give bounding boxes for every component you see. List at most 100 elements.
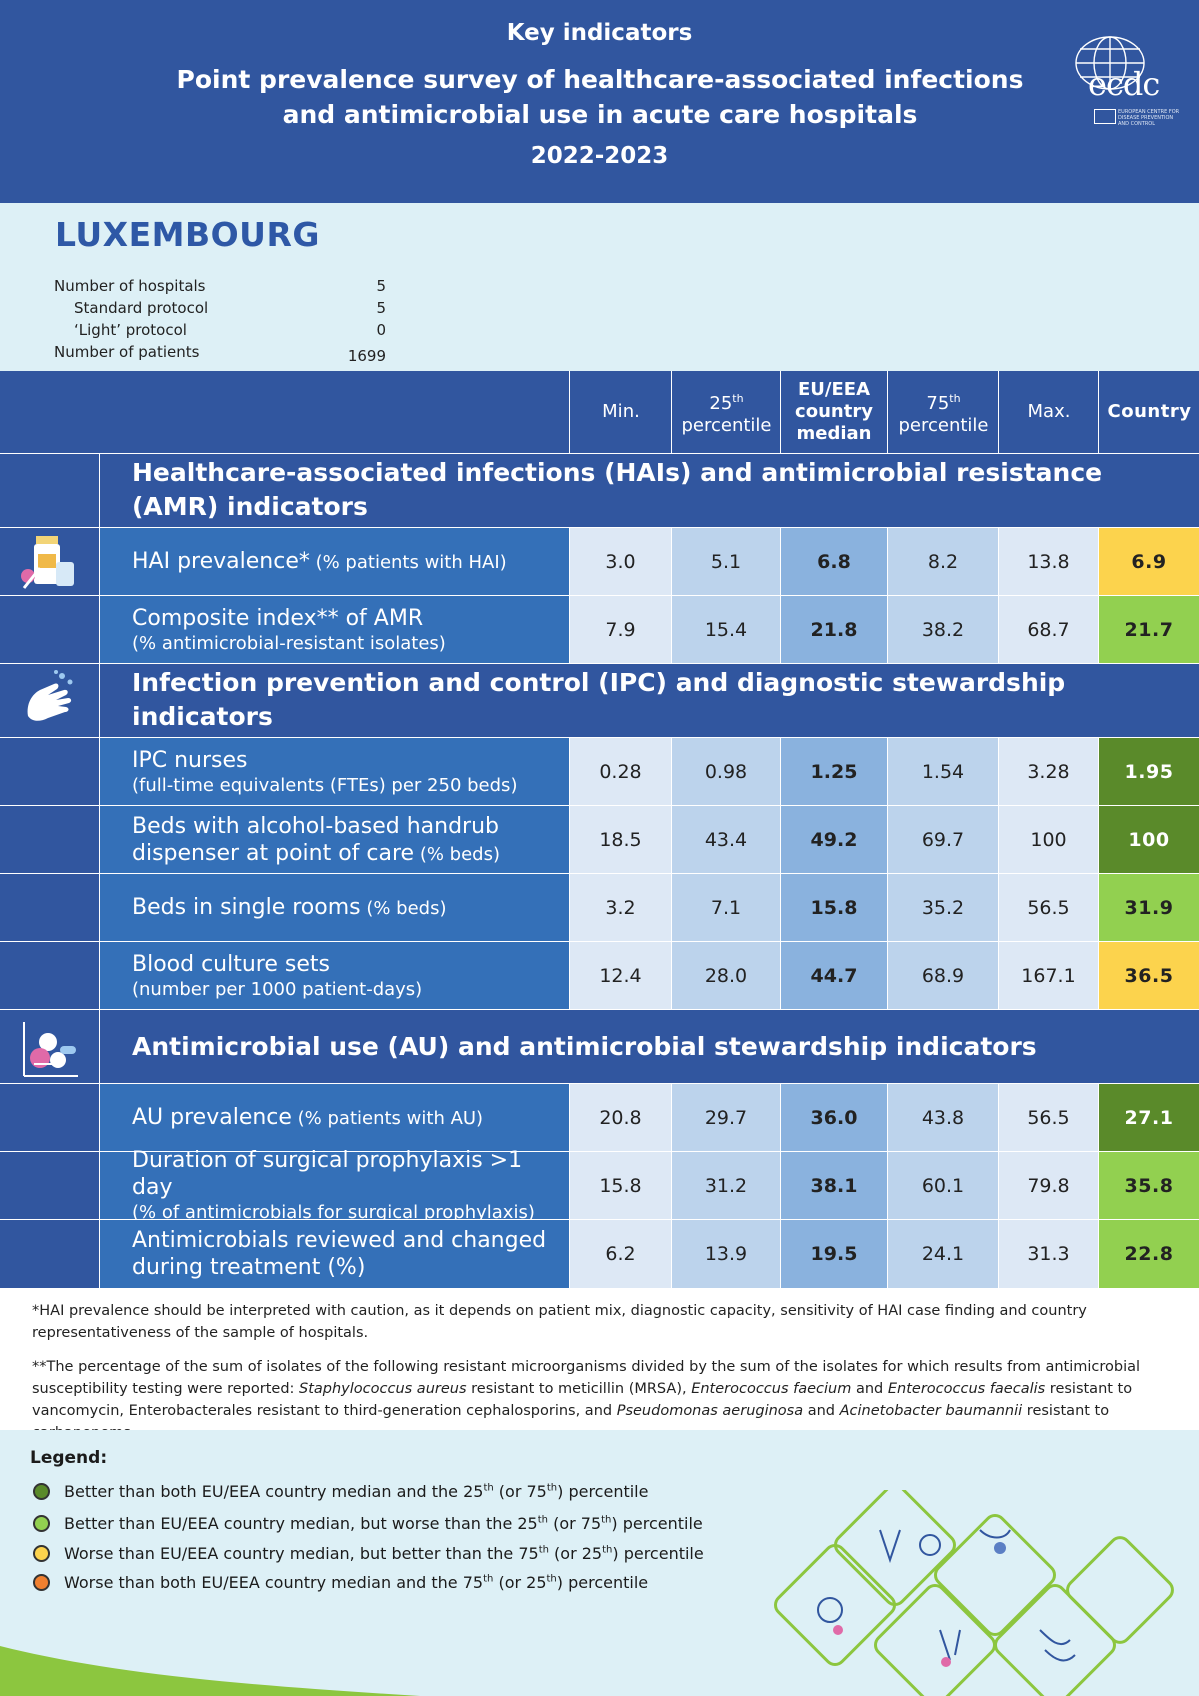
value-median: 38.1: [780, 1152, 887, 1220]
value-max: 56.5: [998, 1084, 1098, 1152]
table-header: Min. 25th percentile EU/EEA country media…: [0, 371, 1199, 453]
value-p75: 1.54: [887, 738, 998, 806]
value-max: 56.5: [998, 874, 1098, 942]
info-value: 5: [376, 299, 386, 317]
value-p75: 69.7: [887, 806, 998, 874]
table-row: Blood culture sets (number per 1000 pati…: [0, 941, 1199, 1010]
info-label: ‘Light’ protocol: [74, 321, 187, 339]
value-median: 36.0: [780, 1084, 887, 1152]
value-min: 3.0: [569, 528, 671, 596]
legend-item: Worse than both EU/EEA country median an…: [33, 1573, 648, 1592]
value-p25: 15.4: [671, 596, 780, 664]
section-title: Healthcare-associated infections (HAIs) …: [132, 458, 1103, 521]
value-min: 7.9: [569, 596, 671, 664]
decorative-icons: [774, 1490, 1174, 1696]
indicator-label: IPC nurses (full-time equivalents (FTEs)…: [100, 738, 569, 806]
col-p25: 25th percentile: [671, 371, 781, 453]
indicator-label: Antimicrobials reviewed and changed duri…: [100, 1220, 569, 1288]
value-p25: 43.4: [671, 806, 780, 874]
info-label: Number of hospitals: [54, 277, 206, 295]
value-min: 12.4: [569, 942, 671, 1010]
value-max: 167.1: [998, 942, 1098, 1010]
value-country: 31.9: [1098, 874, 1199, 942]
section-title: Antimicrobial use (AU) and antimicrobial…: [132, 1032, 1037, 1061]
section-header: Infection prevention and control (IPC) a…: [0, 663, 1199, 738]
section-title: Infection prevention and control (IPC) a…: [132, 668, 1066, 731]
indicator-label: Beds with alcohol-based handrub dispense…: [100, 806, 569, 874]
value-country: 100: [1098, 806, 1199, 874]
info-label: Standard protocol: [74, 299, 209, 317]
value-min: 18.5: [569, 806, 671, 874]
value-max: 68.7: [998, 596, 1098, 664]
medicine-bottles-icon: [21, 536, 74, 589]
value-p25: 0.98: [671, 738, 780, 806]
value-median: 1.25: [780, 738, 887, 806]
value-p75: 24.1: [887, 1220, 998, 1288]
table-row: Antimicrobials reviewed and changed duri…: [0, 1219, 1199, 1288]
legend-dot: [33, 1574, 50, 1591]
footnote-hai: *HAI prevalence should be interpreted wi…: [32, 1303, 1087, 1341]
country-name: LUXEMBOURG: [55, 215, 320, 254]
logo-subtitle: EUROPEAN CENTRE FOR DISEASE PREVENTION A…: [1118, 109, 1180, 127]
value-min: 15.8: [569, 1152, 671, 1220]
value-country: 21.7: [1098, 596, 1199, 664]
value-max: 13.8: [998, 528, 1098, 596]
value-country: 1.95: [1098, 738, 1199, 806]
page-header: Key indicators Point prevalence survey o…: [0, 0, 1199, 203]
indicator-label: Composite index** of AMR (% antimicrobia…: [100, 596, 569, 664]
info-label: Number of patients: [54, 343, 200, 361]
footnote-amr: **The percentage of the sum of isolates …: [32, 1359, 1141, 1441]
globe-icon: [1075, 36, 1145, 90]
indicator-label: Blood culture sets (number per 1000 pati…: [100, 942, 569, 1010]
indicator-label: AU prevalence (% patients with AU): [100, 1084, 569, 1152]
legend-item: Better than EU/EEA country median, but w…: [33, 1514, 703, 1533]
legend-dot: [33, 1483, 50, 1500]
value-max: 3.28: [998, 738, 1098, 806]
value-max: 100: [998, 806, 1098, 874]
decorative-swoosh: [0, 1646, 420, 1696]
value-p25: 7.1: [671, 874, 780, 942]
info-value: 0: [376, 321, 386, 339]
value-min: 6.2: [569, 1220, 671, 1288]
table-row: Composite index** of AMR (% antimicrobia…: [0, 595, 1199, 664]
value-p75: 60.1: [887, 1152, 998, 1220]
value-max: 79.8: [998, 1152, 1098, 1220]
legend-item: Better than both EU/EEA country median a…: [33, 1482, 648, 1501]
table-row: HAI prevalence* (% patients with HAI) 3.…: [0, 527, 1199, 596]
value-median: 49.2: [780, 806, 887, 874]
survey-years: 2022-2023: [530, 143, 669, 169]
value-median: 15.8: [780, 874, 887, 942]
pills-icon: [23, 1022, 78, 1077]
value-max: 31.3: [998, 1220, 1098, 1288]
value-country: 22.8: [1098, 1220, 1199, 1288]
hand-washing-icon: [27, 670, 73, 721]
value-country: 27.1: [1098, 1084, 1199, 1152]
value-p25: 28.0: [671, 942, 780, 1010]
legend-dot: [33, 1515, 50, 1532]
value-country: 6.9: [1098, 528, 1199, 596]
indicator-label: Duration of surgical prophylaxis >1 day …: [100, 1148, 569, 1223]
section-header: Healthcare-associated infections (HAIs) …: [0, 453, 1199, 528]
col-max: Max.: [998, 371, 1099, 453]
legend-dot: [33, 1545, 50, 1562]
table-row: Duration of surgical prophylaxis >1 day …: [0, 1148, 1199, 1223]
table-row: IPC nurses (full-time equivalents (FTEs)…: [0, 737, 1199, 806]
value-p75: 68.9: [887, 942, 998, 1010]
value-median: 21.8: [780, 596, 887, 664]
value-p75: 8.2: [887, 528, 998, 596]
logo-text: ecdc: [1088, 65, 1160, 103]
info-value: 1699: [347, 347, 386, 365]
value-p75: 38.2: [887, 596, 998, 664]
table-row: AU prevalence (% patients with AU) 20.8 …: [0, 1083, 1199, 1152]
value-min: 20.8: [569, 1084, 671, 1152]
indicator-label: Beds in single rooms (% beds): [100, 874, 569, 942]
page-title: Point prevalence survey of healthcare-as…: [176, 65, 1024, 129]
legend-title: Legend:: [30, 1448, 108, 1468]
value-median: 19.5: [780, 1220, 887, 1288]
value-min: 0.28: [569, 738, 671, 806]
country-info: LUXEMBOURG Number of hospitals 5 Standar…: [0, 203, 1199, 371]
legend: Legend: Better than both EU/EEA country …: [0, 1430, 1199, 1696]
value-median: 44.7: [780, 942, 887, 1010]
value-p25: 29.7: [671, 1084, 780, 1152]
info-value: 5: [376, 277, 386, 295]
